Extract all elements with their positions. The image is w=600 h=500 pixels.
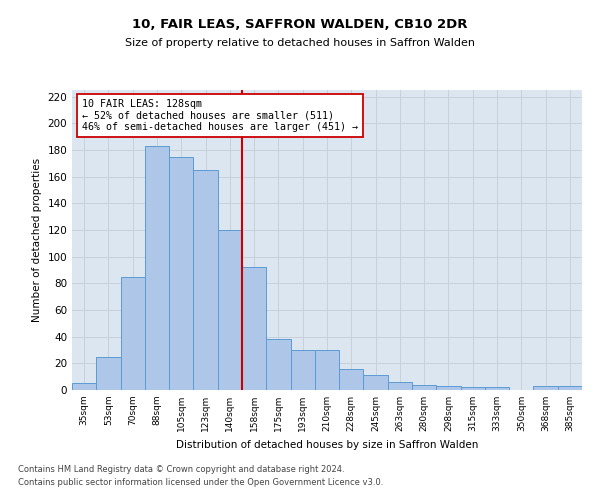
Bar xyxy=(412,384,436,390)
Bar xyxy=(145,146,169,390)
Bar xyxy=(533,386,558,390)
Bar xyxy=(96,356,121,390)
Text: 10 FAIR LEAS: 128sqm
← 52% of detached houses are smaller (511)
46% of semi-deta: 10 FAIR LEAS: 128sqm ← 52% of detached h… xyxy=(82,99,358,132)
Text: Size of property relative to detached houses in Saffron Walden: Size of property relative to detached ho… xyxy=(125,38,475,48)
Bar xyxy=(218,230,242,390)
Bar xyxy=(461,388,485,390)
X-axis label: Distribution of detached houses by size in Saffron Walden: Distribution of detached houses by size … xyxy=(176,440,478,450)
Bar xyxy=(290,350,315,390)
Bar xyxy=(121,276,145,390)
Text: 10, FAIR LEAS, SAFFRON WALDEN, CB10 2DR: 10, FAIR LEAS, SAFFRON WALDEN, CB10 2DR xyxy=(132,18,468,30)
Bar xyxy=(388,382,412,390)
Bar xyxy=(364,376,388,390)
Bar xyxy=(436,386,461,390)
Bar xyxy=(242,268,266,390)
Bar xyxy=(193,170,218,390)
Text: Contains HM Land Registry data © Crown copyright and database right 2024.: Contains HM Land Registry data © Crown c… xyxy=(18,466,344,474)
Bar xyxy=(72,384,96,390)
Y-axis label: Number of detached properties: Number of detached properties xyxy=(32,158,42,322)
Bar xyxy=(558,386,582,390)
Bar xyxy=(169,156,193,390)
Bar xyxy=(485,388,509,390)
Bar xyxy=(339,368,364,390)
Bar xyxy=(266,340,290,390)
Bar xyxy=(315,350,339,390)
Text: Contains public sector information licensed under the Open Government Licence v3: Contains public sector information licen… xyxy=(18,478,383,487)
